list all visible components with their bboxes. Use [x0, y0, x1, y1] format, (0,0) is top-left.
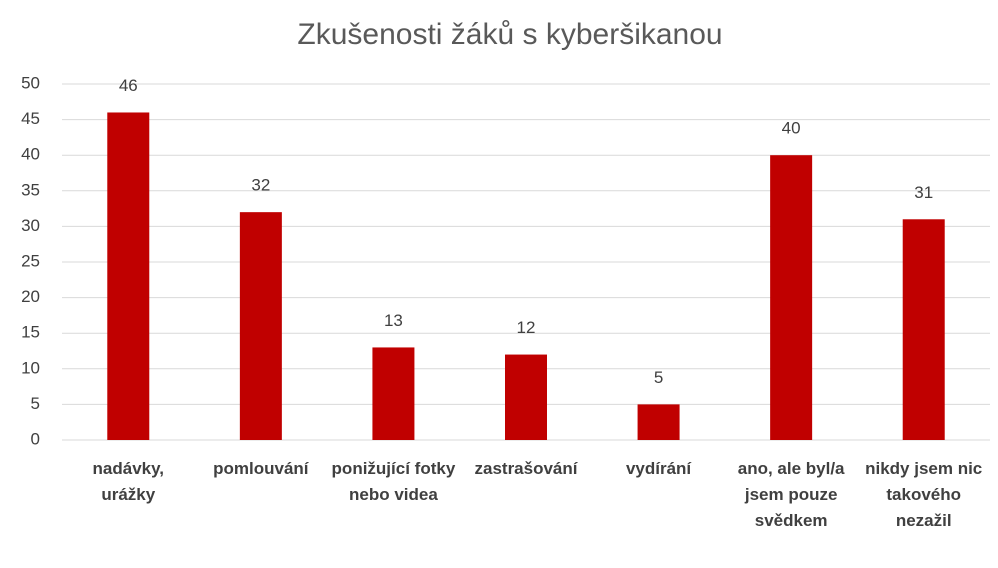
bar: [239, 212, 282, 440]
y-tick-label: 10: [21, 358, 40, 377]
y-tick-label: 50: [21, 73, 40, 92]
bar: [637, 404, 680, 440]
y-tick-label: 40: [21, 145, 40, 164]
data-label: 13: [384, 311, 403, 330]
x-tick-label: ponižující fotky nebo videa: [331, 459, 456, 504]
y-tick-label: 35: [21, 180, 40, 199]
x-tick-label: nikdy jsem nic takového nezažil: [865, 459, 983, 530]
x-tick-label: ano, ale byl/a jsem pouze svědkem: [737, 459, 845, 530]
x-tick-label: zastrašování: [474, 459, 578, 478]
bar: [770, 155, 813, 440]
x-tick-label: vydírání: [625, 459, 692, 478]
y-tick-label: 20: [21, 287, 40, 306]
data-label: 46: [119, 76, 138, 95]
x-tick-label: nadávky, urážky: [92, 459, 165, 504]
data-label: 12: [517, 318, 536, 337]
y-tick-label: 15: [21, 323, 40, 342]
x-tick-label: pomlouvání: [213, 459, 309, 478]
y-tick-label: 30: [21, 216, 40, 235]
y-tick-label: 5: [31, 394, 40, 413]
bar: [372, 347, 415, 440]
chart-title: Zkušenosti žáků s kyberšikanou: [297, 18, 722, 51]
data-label: 31: [914, 183, 933, 202]
y-tick-label: 45: [21, 109, 40, 128]
data-label: 40: [782, 119, 801, 138]
bar: [107, 112, 150, 440]
y-tick-label: 25: [21, 251, 40, 270]
y-tick-label: 0: [31, 429, 40, 448]
bar: [902, 219, 945, 440]
data-label: 5: [654, 368, 663, 387]
data-label: 32: [251, 176, 270, 195]
bar: [505, 354, 547, 440]
